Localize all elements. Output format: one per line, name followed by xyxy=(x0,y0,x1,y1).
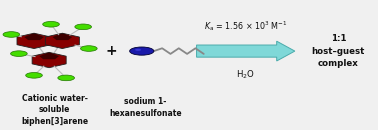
Polygon shape xyxy=(17,33,51,48)
Circle shape xyxy=(75,24,91,30)
Text: Cationic water-
soluble
biphen[3]arene: Cationic water- soluble biphen[3]arene xyxy=(21,93,88,126)
Circle shape xyxy=(81,46,97,51)
Text: 1:1
host–guest
complex: 1:1 host–guest complex xyxy=(311,34,365,68)
Circle shape xyxy=(11,51,27,56)
Polygon shape xyxy=(32,52,66,68)
Polygon shape xyxy=(39,52,59,59)
Polygon shape xyxy=(53,33,72,40)
FancyArrow shape xyxy=(197,41,295,61)
Circle shape xyxy=(26,73,42,78)
Polygon shape xyxy=(24,33,44,40)
Text: +: + xyxy=(106,44,117,58)
Text: $\mathit{K}_{\mathrm{a}}$ = 1.56 × 10$^{3}$ M$^{-1}$: $\mathit{K}_{\mathrm{a}}$ = 1.56 × 10$^{… xyxy=(204,19,288,33)
Text: sodium 1-
hexanesulfonate: sodium 1- hexanesulfonate xyxy=(109,97,182,118)
Circle shape xyxy=(58,75,74,81)
Circle shape xyxy=(135,49,141,51)
Circle shape xyxy=(43,21,59,27)
Circle shape xyxy=(3,32,20,37)
Polygon shape xyxy=(45,33,79,48)
Text: H$_{2}$O: H$_{2}$O xyxy=(236,69,255,81)
Circle shape xyxy=(130,47,154,55)
